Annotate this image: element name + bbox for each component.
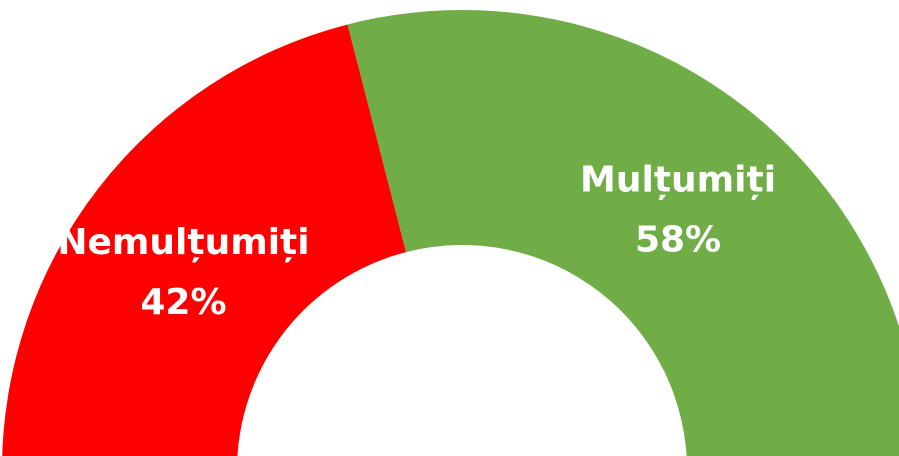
donut-segment <box>2 24 407 456</box>
segment-value: 58% <box>635 219 721 260</box>
segment-label: Nemulțumiți <box>57 222 309 263</box>
donut-segment <box>347 10 899 456</box>
segment-value: 42% <box>140 282 226 323</box>
segment-label: Mulțumiți <box>580 159 776 200</box>
